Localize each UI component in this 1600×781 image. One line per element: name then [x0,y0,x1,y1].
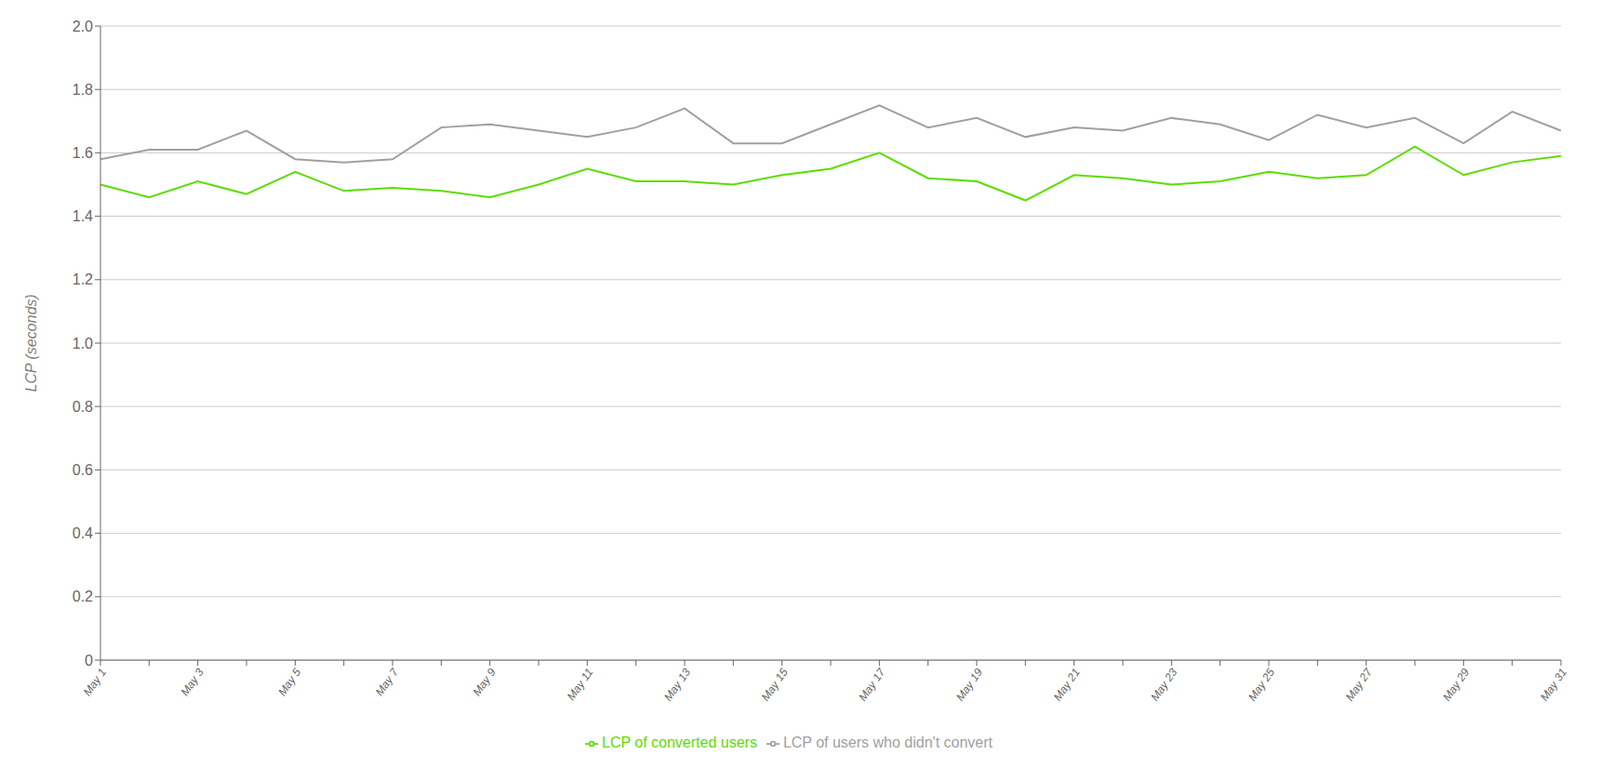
svg-text:May 19: May 19 [953,666,986,705]
svg-text:May 3: May 3 [177,666,206,699]
svg-text:May 21: May 21 [1051,666,1083,704]
svg-text:May 25: May 25 [1245,666,1278,705]
html-text:LCP of users who didn't conver: LCP of users who didn't convert [783,734,993,751]
svg-text:1.6: 1.6 [72,145,94,161]
svg-text:May 1: May 1 [80,666,109,699]
svg-text:LCP (seconds): LCP (seconds) [23,293,40,392]
svg-text:May 7: May 7 [373,665,402,699]
svg-text:May 29: May 29 [1440,666,1472,705]
svg-text:May 11: May 11 [564,666,597,704]
svg-text:0.4: 0.4 [72,525,94,542]
svg-text:May 15: May 15 [759,666,791,705]
svg-text:May 13: May 13 [661,666,694,705]
svg-text:1.0: 1.0 [72,335,94,352]
svg-text:2.0: 2.0 [72,18,94,35]
svg-text:May 5: May 5 [275,666,304,699]
svg-text:0.2: 0.2 [72,588,94,605]
svg-text:May 31: May 31 [1537,666,1570,704]
svg-text:May 27: May 27 [1343,665,1376,704]
svg-text:May 9: May 9 [469,666,498,699]
svg-text:0.8: 0.8 [72,399,94,415]
svg-text:0: 0 [84,653,94,669]
svg-text:May 23: May 23 [1147,666,1180,705]
svg-text:1.4: 1.4 [72,208,94,225]
svg-text:0.6: 0.6 [72,462,94,479]
svg-text:May 17: May 17 [855,665,889,704]
svg-text:1.8: 1.8 [72,81,94,98]
html-text:LCP of converted users: LCP of converted users [601,734,758,751]
svg-text:1.2: 1.2 [72,271,94,288]
